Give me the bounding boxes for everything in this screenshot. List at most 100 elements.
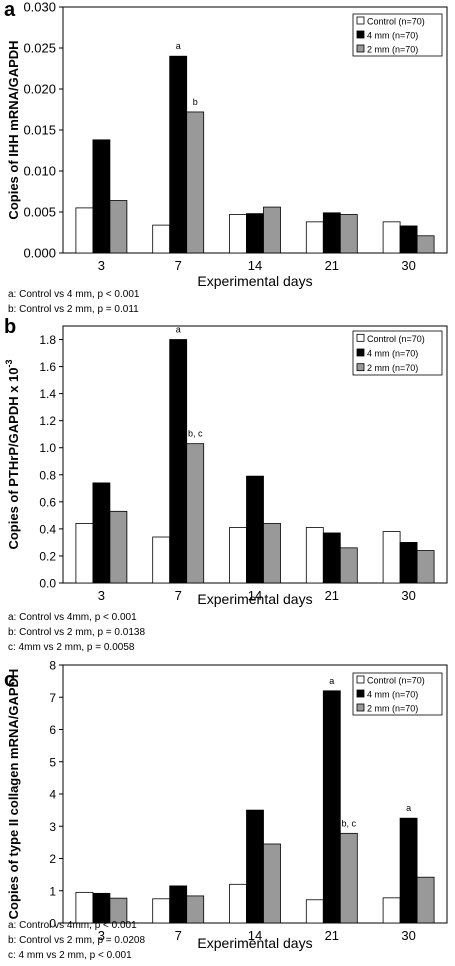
x-axis-label: Experimental days bbox=[197, 935, 312, 951]
bar bbox=[322, 532, 341, 584]
x-axis-label: Experimental days bbox=[197, 273, 312, 289]
bar bbox=[75, 207, 94, 254]
bar bbox=[382, 221, 401, 254]
bar bbox=[263, 206, 281, 254]
y-axis-label-text: Copies of PTHrP/GAPDH x 10 bbox=[6, 367, 21, 549]
y-tick-label: 1 bbox=[49, 884, 56, 898]
y-axis: 0 1 2 3 4 5 6 7 8 bbox=[49, 659, 63, 931]
y-tick-label: 0.015 bbox=[23, 123, 56, 138]
x-tick-label: 3 bbox=[98, 588, 105, 603]
bar bbox=[186, 895, 205, 924]
bar bbox=[399, 817, 418, 924]
legend-label: Control (n=70) bbox=[367, 17, 425, 27]
y-axis-label-text: Copies of type II collagen mRNA/GAPDH bbox=[6, 669, 21, 920]
y-tick-label: 5 bbox=[49, 755, 56, 769]
bar bbox=[416, 550, 435, 584]
y-tick-label: 0.2 bbox=[39, 549, 56, 563]
y-axis-label: Copies of type II collagen mRNA/GAPDH bbox=[6, 669, 21, 920]
annotation-label: b, c bbox=[342, 818, 357, 828]
footnote: b: Control vs 2 mm, p = 0.011 bbox=[8, 304, 139, 315]
legend: Control (n=70) 4 mm (n=70) 2 mm (n=70) bbox=[352, 330, 443, 376]
y-tick-label: 2 bbox=[49, 852, 56, 866]
y-tick-label: 0.6 bbox=[39, 495, 56, 509]
y-tick-label: 7 bbox=[49, 691, 56, 705]
bar bbox=[152, 224, 171, 254]
bar bbox=[109, 200, 128, 254]
y-tick-label: 0.005 bbox=[23, 205, 56, 220]
legend-frame bbox=[352, 13, 443, 57]
y-axis-label: Copies of PTHrP/GAPDH x 10-3 bbox=[4, 359, 21, 549]
y-axis: 0.0 0.2 0.4 0.6 0.8 1.0 1.2 1.4 1.6 1.8 bbox=[39, 333, 63, 591]
legend-label: 4 mm (n=70) bbox=[367, 690, 418, 700]
legend-frame bbox=[352, 672, 443, 716]
bar bbox=[92, 482, 111, 584]
bars bbox=[75, 690, 435, 924]
footnote: b: Control vs 2 mm, p = 0.0208 bbox=[8, 935, 145, 946]
x-tick-label: 7 bbox=[175, 588, 182, 603]
y-tick-label: 0.4 bbox=[39, 522, 56, 536]
legend-swatch bbox=[356, 16, 365, 25]
y-tick-label: 0.020 bbox=[23, 82, 56, 97]
legend-label: 4 mm (n=70) bbox=[367, 31, 418, 41]
bar bbox=[322, 212, 341, 254]
legend-frame bbox=[352, 330, 443, 376]
footnote: a: Control vs 4mm, p < 0.001 bbox=[8, 920, 137, 931]
annotation-label: a bbox=[176, 41, 181, 51]
x-tick-label: 3 bbox=[98, 258, 105, 273]
x-tick-label: 14 bbox=[248, 588, 262, 603]
y-axis-label-text: Copies of IHH mRNA/GAPDH bbox=[6, 40, 21, 219]
bar bbox=[186, 443, 205, 584]
bar bbox=[305, 221, 324, 254]
bar bbox=[339, 214, 358, 254]
legend-label: 2 mm (n=70) bbox=[367, 363, 418, 373]
bar bbox=[92, 892, 111, 924]
bar bbox=[152, 898, 171, 924]
annotation-label: a bbox=[176, 325, 181, 335]
chart-panel-a: a 0.000 0.005 0.010 0.015 0.020 0.025 0.030 Copi… bbox=[4, 0, 448, 315]
y-tick-label: 0.8 bbox=[39, 468, 56, 482]
x-tick-label: 30 bbox=[401, 588, 415, 603]
y-tick-label: 0.030 bbox=[23, 0, 56, 15]
legend-label: 2 mm (n=70) bbox=[367, 704, 418, 714]
x-tick-label: 21 bbox=[325, 928, 339, 943]
legend: Control (n=70) 4 mm (n=70) 2 mm (n=70) bbox=[352, 13, 443, 57]
bar bbox=[246, 213, 264, 254]
annotation-label: b bbox=[193, 97, 198, 107]
legend-swatch bbox=[356, 363, 365, 372]
legend-swatch bbox=[356, 348, 365, 357]
bar bbox=[305, 527, 324, 584]
bar bbox=[75, 891, 94, 924]
bar bbox=[416, 876, 435, 924]
bar bbox=[186, 111, 205, 254]
y-tick-label: 0.000 bbox=[23, 246, 56, 261]
footnote: b: Control vs 2 mm, p = 0.0138 bbox=[8, 627, 145, 638]
x-axis-label: Experimental days bbox=[197, 591, 312, 607]
bar bbox=[399, 225, 418, 254]
y-tick-label: 0.010 bbox=[23, 164, 56, 179]
bar bbox=[399, 542, 418, 584]
bar bbox=[229, 883, 247, 924]
x-tick-label: 3 bbox=[98, 928, 105, 943]
bar bbox=[339, 832, 358, 924]
footnote: a: Control vs 4 mm, p < 0.001 bbox=[8, 289, 140, 300]
y-tick-label: 4 bbox=[49, 788, 56, 802]
bar bbox=[152, 536, 171, 584]
y-tick-label: 1.8 bbox=[39, 333, 56, 347]
panel-letter: a bbox=[4, 0, 16, 21]
y-axis: 0.000 0.005 0.010 0.015 0.020 0.025 0.030 bbox=[23, 0, 63, 261]
y-tick-label: 1.4 bbox=[39, 387, 56, 401]
annotation-label: a bbox=[406, 803, 411, 813]
x-tick-label: 30 bbox=[401, 928, 415, 943]
footnote: c: 4mm vs 2 mm, p = 0.0058 bbox=[8, 642, 135, 653]
bars bbox=[75, 55, 435, 254]
annotation-label: a bbox=[329, 676, 334, 686]
panel-letter: b bbox=[4, 316, 16, 338]
bar bbox=[305, 899, 324, 924]
bar bbox=[169, 885, 188, 924]
legend-label: Control (n=70) bbox=[367, 334, 425, 344]
bar bbox=[109, 510, 128, 584]
legend-swatch bbox=[356, 703, 365, 712]
legend-swatch bbox=[356, 689, 365, 698]
legend: Control (n=70) 4 mm (n=70) 2 mm (n=70) bbox=[352, 672, 443, 716]
